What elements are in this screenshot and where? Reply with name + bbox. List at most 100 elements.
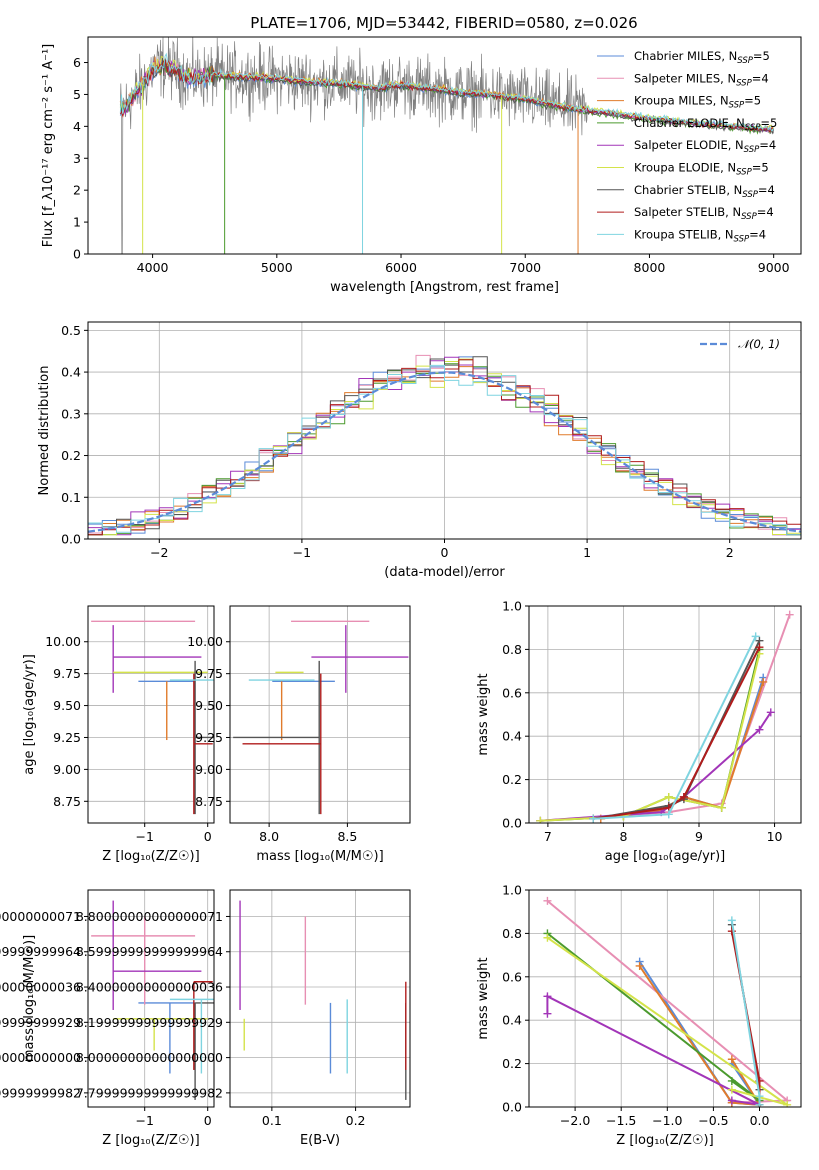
axes-frame — [87, 889, 215, 1108]
x-axis-label: Z [log₁₀(Z/Z☉)] — [102, 1133, 199, 1148]
mass-weight-marker — [727, 1055, 736, 1064]
y-tick-label: 8.75 — [53, 794, 81, 809]
fit-point — [112, 900, 202, 1010]
mass-weight-marker — [785, 610, 794, 619]
mass-vs-ebv-panel: 0.1 0.2 7.79999999999999982 8.0000000000000… — [76, 889, 411, 1148]
mass-weight-marker — [543, 896, 552, 905]
y-tick-label: 4 — [73, 119, 81, 134]
y-axis-label: Flux [f_λ10⁻¹⁷ erg cm⁻² s⁻¹ A⁻¹] — [41, 44, 56, 248]
legend-entry: Kroupa ELODIE, NSSP=5 — [634, 161, 769, 178]
x-tick-label: 10 — [767, 829, 783, 844]
mass-weight-marker — [755, 725, 764, 734]
y-tick-label: 0 — [73, 247, 81, 262]
x-tick-label: −1 — [135, 1113, 153, 1128]
x-tick-label: 7 — [544, 829, 552, 844]
x-tick-label: 1 — [583, 545, 591, 560]
y-axis-label: age [log₁₀(age/yr)] — [22, 654, 37, 775]
grid-lines — [88, 890, 214, 1107]
y-axis-label: mass weight — [476, 957, 491, 1039]
mass-weight-line — [593, 640, 761, 820]
y-tick-label: 1.0 — [502, 883, 522, 898]
y-tick-label: 0.4 — [502, 1013, 522, 1028]
y-tick-label: 9.00 — [53, 762, 81, 777]
y-tick-label: 1 — [73, 215, 81, 230]
fit-point — [193, 981, 213, 1070]
fit-point — [242, 673, 322, 815]
legend-entry: 𝒩(0, 1) — [738, 337, 780, 351]
y-tick-label: 8.00000000000000000 — [76, 1050, 223, 1065]
y-tick-label: 9.50 — [53, 698, 81, 713]
x-tick-label: −1.0 — [652, 1113, 682, 1128]
x-tick-label: 9 — [695, 829, 703, 844]
x-axis-label: mass [log₁₀(M/M☉)] — [256, 849, 383, 864]
x-tick-label: 8.0 — [259, 829, 279, 844]
y-tick-label: 0.4 — [502, 729, 522, 744]
x-axis-label: E(B-V) — [300, 1133, 340, 1148]
massweight-vs-age-panel: 7 8 9 10 0.0 0.2 0.4 0.6 0.8 1.0 age [log₁₀(age/yr… — [476, 599, 802, 864]
x-tick-label: −1.5 — [606, 1113, 636, 1128]
mass-weight-line — [730, 920, 761, 1105]
x-tick-label: 0.1 — [262, 1113, 282, 1128]
y-tick-label: 8.19999999999999929 — [76, 1015, 223, 1030]
x-tick-label: −0.5 — [698, 1113, 728, 1128]
x-axis-label: age [log₁₀(age/yr)] — [605, 849, 726, 864]
plot-area — [91, 620, 214, 815]
axes: −2.0 −1.5 −1.0 −0.5 0.0 0.0 0.2 0.4 0.6 0.8 1.0 Z [… — [476, 883, 802, 1148]
plot-area — [543, 896, 792, 1107]
mass-weight-marker — [766, 708, 775, 717]
axes-frame — [229, 605, 411, 824]
mass-weight-marker — [755, 1100, 764, 1107]
axes: 8.0 8.5 8.75 9.00 9.25 9.50 9.75 10.00 mass [log… — [187, 605, 411, 864]
mass-weight-marker — [755, 1092, 764, 1101]
mass-weight-line — [546, 932, 761, 1102]
x-tick-label: 8.5 — [337, 829, 357, 844]
x-tick-label: 0 — [204, 829, 212, 844]
y-tick-label: 1.0 — [502, 599, 522, 614]
x-tick-label: 4000 — [137, 260, 169, 275]
grid-lines — [529, 605, 801, 824]
y-tick-label: 0.6 — [502, 969, 522, 984]
axes-frame — [528, 889, 802, 1108]
y-tick-label: 7.79999999999999982 — [76, 1085, 223, 1100]
y-tick-label: 0.2 — [502, 1056, 522, 1071]
y-tick-label: 9.25 — [53, 730, 81, 745]
legend-entry: Chabrier STELIB, NSSP=4 — [634, 183, 775, 200]
mass-weight-marker — [664, 810, 673, 819]
mass-weight-line — [730, 931, 761, 1105]
y-tick-label: 9.75 — [53, 666, 81, 681]
mass-weight-marker — [727, 1085, 736, 1094]
mass-weight-marker — [751, 632, 760, 641]
y-tick-label: 0.0 — [502, 1100, 522, 1115]
mass-weight-marker — [543, 1009, 552, 1018]
x-axis-label: Z [log₁₀(Z/Z☉)] — [102, 849, 199, 864]
age-vs-metallicity-panel: −1 0 8.75 9.00 9.25 9.50 9.75 10.00 Z [log₁₀(Z/Z… — [22, 605, 215, 864]
y-tick-label: 0.6 — [502, 685, 522, 700]
legend-entry: Salpeter MILES, NSSP=4 — [634, 71, 769, 88]
x-tick-label: −1 — [135, 829, 153, 844]
axes: −1 0 8.75 9.00 9.25 9.50 9.75 10.00 Z [log₁₀(Z/Z… — [22, 605, 215, 864]
y-tick-label: 9.50 — [195, 698, 223, 713]
fit-point — [193, 673, 213, 815]
y-tick-label: 8.75 — [195, 794, 223, 809]
y-tick-label: 0.4 — [61, 365, 81, 380]
mass-weight-line — [593, 635, 757, 820]
age-vs-mass-panel: 8.0 8.5 8.75 9.00 9.25 9.50 9.75 10.00 mass [log… — [187, 605, 411, 864]
legend: Chabrier MILES, NSSP=5 Salpeter MILES, NS… — [597, 49, 777, 244]
y-tick-label: 0.2 — [61, 448, 81, 463]
y-tick-label: 10.00 — [187, 634, 223, 649]
model-spectrum-line — [119, 60, 774, 135]
y-axis-label: mass [log₁₀(M/M☉)] — [22, 935, 37, 1062]
y-tick-label: 0.1 — [61, 490, 81, 505]
y-tick-label: 10.00 — [45, 634, 81, 649]
y-tick-label: 2 — [73, 183, 81, 198]
fit-point — [112, 625, 202, 693]
y-tick-label: 8.80000000000000071 — [76, 909, 223, 924]
legend-entry: Salpeter STELIB, NSSP=4 — [634, 205, 774, 222]
fit-point — [113, 1018, 208, 1051]
y-tick-label: 0.0 — [61, 532, 81, 547]
fit-point — [91, 916, 196, 1005]
grid-lines — [230, 890, 410, 1107]
axes: 0.1 0.2 7.79999999999999982 8.0000000000000… — [76, 889, 411, 1148]
axes-frame — [229, 889, 411, 1108]
mass-weight-marker — [717, 803, 726, 812]
